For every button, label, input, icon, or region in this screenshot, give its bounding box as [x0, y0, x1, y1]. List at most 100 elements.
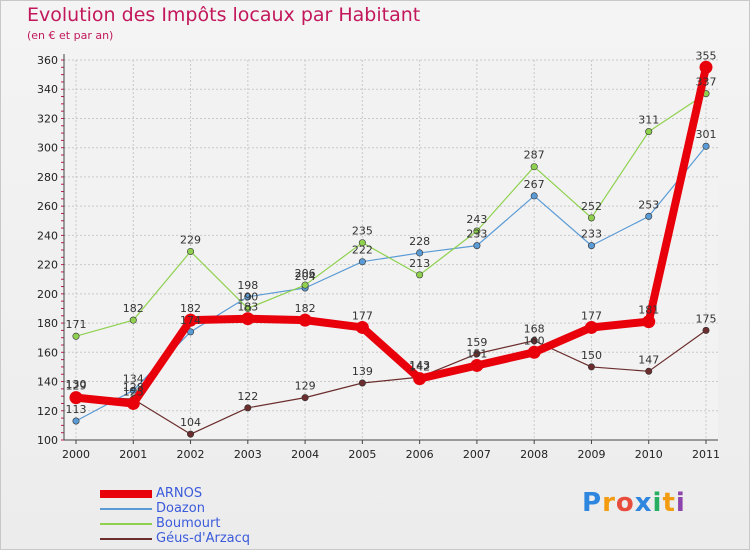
data-label-arnos: 355	[696, 49, 717, 62]
data-label-g-us-d-arzacq: 150	[581, 349, 602, 362]
legend-label-boumourt: Boumourt	[156, 516, 221, 531]
data-label-doazon: 233	[581, 228, 602, 241]
legend-label-arnos: ARNOS	[156, 486, 203, 501]
y-tick-label: 120	[37, 405, 58, 418]
point-g-us-d-arzacq	[702, 326, 710, 334]
data-label-g-us-d-arzacq: 175	[696, 312, 717, 325]
data-label-arnos: 160	[524, 334, 545, 347]
data-label-arnos: 182	[180, 302, 201, 315]
data-label-arnos: 177	[352, 309, 373, 322]
point-arnos	[699, 60, 713, 74]
point-g-us-d-arzacq	[473, 350, 481, 358]
y-tick-label: 240	[37, 229, 58, 242]
data-label-arnos: 181	[638, 304, 659, 317]
point-doazon	[702, 142, 710, 150]
data-label-boumourt: 229	[180, 233, 201, 246]
data-label-boumourt: 243	[466, 213, 487, 226]
data-label-g-us-d-arzacq: 159	[466, 336, 487, 349]
data-label-arnos: 183	[237, 301, 258, 314]
point-arnos	[527, 345, 541, 359]
x-tick-label: 2011	[692, 448, 720, 461]
data-label-arnos: 177	[581, 309, 602, 322]
data-label-doazon: 204	[295, 270, 316, 283]
y-tick-label: 340	[37, 83, 58, 96]
x-tick-label: 2004	[291, 448, 319, 461]
legend-label-g-us-d-arzacq: Géus-d'Arzacq	[156, 531, 251, 546]
data-label-doazon: 233	[466, 228, 487, 241]
data-label-arnos: 142	[409, 361, 430, 374]
data-label-arnos: 129	[66, 380, 87, 393]
axis-layer: 100 120 140 160 180 200 220 240 260 280 300 320 340 3…	[37, 54, 720, 461]
point-boumourt	[72, 332, 80, 340]
data-label-boumourt: 206	[295, 267, 316, 280]
y-tick-label: 180	[37, 317, 58, 330]
point-arnos	[69, 391, 83, 405]
point-boumourt	[645, 128, 653, 136]
point-doazon	[72, 417, 80, 425]
data-label-arnos: 151	[466, 347, 487, 360]
series-layer	[69, 60, 713, 438]
point-doazon	[244, 293, 252, 301]
point-doazon	[530, 192, 538, 200]
x-tick-label: 2002	[177, 448, 205, 461]
logo-letter: i	[675, 488, 686, 518]
point-arnos	[298, 313, 312, 327]
data-label-boumourt: 252	[581, 200, 602, 213]
point-boumourt	[129, 316, 137, 324]
point-g-us-d-arzacq	[358, 379, 366, 387]
y-tick-label: 160	[37, 346, 58, 359]
data-label-doazon: 228	[409, 235, 430, 248]
series-line-g-us-d-arzacq	[75, 329, 707, 435]
y-tick-label: 100	[37, 434, 58, 447]
x-tick-label: 2000	[62, 448, 90, 461]
point-doazon	[129, 386, 137, 394]
x-tick-label: 2008	[520, 448, 548, 461]
data-label-boumourt: 287	[524, 149, 545, 162]
x-tick-label: 2007	[463, 448, 491, 461]
point-doazon	[358, 258, 366, 266]
data-label-doazon: 198	[237, 279, 258, 292]
point-boumourt	[301, 281, 309, 289]
point-arnos	[413, 372, 427, 386]
y-tick-label: 360	[37, 54, 58, 67]
chart-title: Evolution des Impôts locaux par Habitant	[27, 4, 421, 26]
point-g-us-d-arzacq	[645, 367, 653, 375]
logo-letter: o	[615, 488, 635, 518]
data-label-doazon: 253	[638, 198, 659, 211]
data-label-doazon: 301	[696, 128, 717, 141]
data-label-boumourt: 171	[66, 318, 87, 331]
data-label-boumourt: 190	[237, 290, 258, 303]
logo-letter: x	[634, 488, 653, 518]
point-boumourt	[187, 247, 195, 255]
proxiti-logo: Proxiti	[582, 488, 686, 518]
y-tick-label: 260	[37, 200, 58, 213]
y-tick-label: 280	[37, 171, 58, 184]
point-arnos	[584, 320, 598, 334]
legend-swatch-arnos	[100, 490, 152, 498]
chart-subtitle: (en € et par an)	[27, 29, 114, 42]
data-label-arnos: 182	[295, 302, 316, 315]
legend-swatch-g-us-d-arzacq	[100, 538, 152, 540]
logo-letter: r	[602, 488, 616, 518]
data-label-boumourt: 182	[123, 302, 144, 315]
y-tick-label: 140	[37, 376, 58, 389]
x-tick-label: 2001	[119, 448, 147, 461]
data-label-doazon: 113	[66, 403, 87, 416]
point-g-us-d-arzacq	[244, 404, 252, 412]
data-label-boumourt: 213	[409, 257, 430, 270]
legend-swatch-boumourt	[100, 523, 152, 525]
data-label-g-us-d-arzacq: 128	[123, 381, 144, 394]
data-label-g-us-d-arzacq: 139	[352, 365, 373, 378]
data-label-g-us-d-arzacq: 168	[524, 323, 545, 336]
legend-label-doazon: Doazon	[156, 501, 205, 516]
data-label-g-us-d-arzacq: 104	[180, 416, 201, 429]
y-tick-label: 200	[37, 288, 58, 301]
plot-area	[64, 60, 718, 440]
point-arnos	[241, 312, 255, 326]
point-arnos	[642, 315, 656, 329]
point-boumourt	[244, 304, 252, 312]
point-boumourt	[416, 271, 424, 279]
label-layer: 113 134 174 198 204 222 228 233 267 233 253 301 171 1…	[66, 49, 717, 429]
logo-letter: P	[582, 488, 603, 518]
grid-layer	[64, 59, 718, 441]
